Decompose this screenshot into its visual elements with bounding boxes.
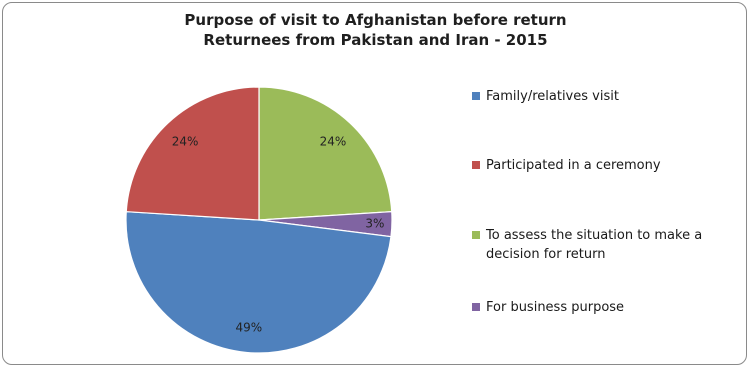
pie-slice-1 [125, 211, 392, 354]
legend-label: Participated in a ceremony [486, 158, 661, 173]
data-label-1: 49% [235, 321, 262, 335]
pie-slices [125, 86, 393, 354]
legend-swatch [472, 161, 480, 169]
chart-title-block: Purpose of visit to Afghanistan before r… [0, 10, 751, 50]
legend-label: Family/relatives visit [486, 89, 619, 104]
data-label-2: 24% [172, 134, 199, 148]
chart-subtitle: Returnees from Pakistan and Iran - 2015 [203, 31, 548, 49]
data-label-3: 24% [320, 134, 347, 148]
legend-swatch [472, 92, 480, 100]
data-label-4: 3% [365, 217, 384, 231]
legend-label: For business purpose [486, 300, 625, 315]
pie-labels: 24% 3% 49% 24% [172, 134, 385, 334]
legend-swatch [472, 231, 480, 239]
legend-swatch [472, 303, 480, 311]
pie-slice-2 [125, 86, 260, 221]
chart-title: Purpose of visit to Afghanistan before r… [184, 11, 567, 29]
pie-slice-3 [258, 86, 393, 221]
legend-label: To assess the situation to make a decisi… [486, 228, 703, 262]
